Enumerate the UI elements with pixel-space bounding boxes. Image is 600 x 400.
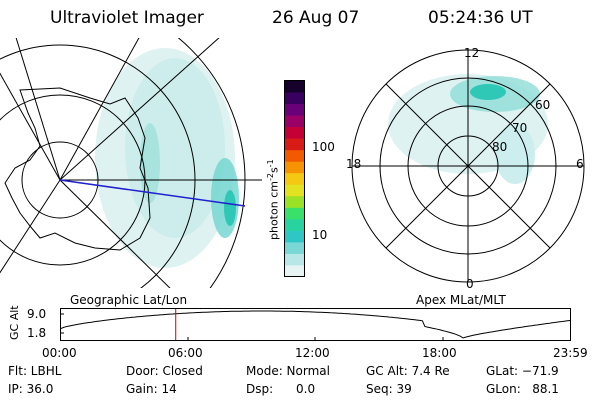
altitude-curve [60,310,571,339]
mlt-label-18: 18 [346,157,362,171]
colorbar-step [284,184,305,197]
mode-status: Mode: Normal [246,364,330,378]
glon-status: GLon: 88.1 [486,382,559,396]
colorbar-step [284,92,305,105]
colorbar-step [284,253,305,266]
ip-status: IP: 36.0 [8,382,54,396]
colorbar-step [284,230,305,243]
colorbar-step [284,115,305,128]
colorbar-step [284,138,305,151]
geographic-map [0,38,262,288]
colorbar-step [284,172,305,185]
time-label: 05:24:36 UT [428,8,533,28]
aurora-emission-left [95,48,239,268]
time-tick-1200: 12:00 [295,346,330,360]
colorbar-step [284,161,305,174]
filter-status: Flt: LBHL [8,364,62,378]
mlat-label-80: 80 [492,140,508,154]
instrument-title: Ultraviolet Imager [50,8,204,28]
alt-tick-9: 9.0 [27,307,47,321]
apex-panel-label: Apex MLat/MLT [416,293,506,307]
sun-direction-line [59,179,246,207]
altitude-plot [60,308,571,341]
geographic-panel-label: Geographic Lat/Lon [70,293,188,307]
colorbar-tick-10: 10 [312,228,328,242]
colorbar-step [284,195,305,208]
seq-status: Seq: 39 [366,382,412,396]
colorbar-step [284,126,305,139]
time-tick-2359: 23:59 [553,346,588,360]
colorbar-step [284,207,305,220]
dsp-status: Dsp: 0.0 [246,382,316,396]
date-label: 26 Aug 07 [272,8,360,28]
colorbar-step [284,80,305,93]
colorbar-step [284,103,305,116]
door-status: Door: Closed [126,364,203,378]
mlat-label-70: 70 [512,121,528,135]
polar-grid [351,49,585,283]
colorbar-step [284,241,305,254]
mlt-label-0: 0 [466,277,474,291]
colorbar-step [284,149,305,162]
mlt-label-12: 12 [464,46,480,60]
time-tick-1800: 18:00 [422,346,457,360]
gc-alt-status: GC Alt: 7.4 Re [366,364,450,378]
gain-status: Gain: 14 [126,382,177,396]
mlat-label-60: 60 [535,98,551,112]
colorbar-unit-label: photon cm-2s-1 [266,159,281,240]
colorbar-tick-100: 100 [312,140,335,154]
time-tick-0600: 06:00 [168,346,203,360]
polar-map [351,49,585,283]
alt-tick-1-8: 1.8 [27,326,47,340]
colorbar-step [284,218,305,231]
mlt-label-6: 6 [576,157,584,171]
colorbar [284,80,305,277]
colorbar-step [284,264,305,277]
altitude-axis-label: GC Alt [8,305,21,340]
time-tick-0000: 00:00 [42,346,77,360]
glat-status: GLat: −71.9 [486,364,559,378]
continent-outline [4,87,151,251]
